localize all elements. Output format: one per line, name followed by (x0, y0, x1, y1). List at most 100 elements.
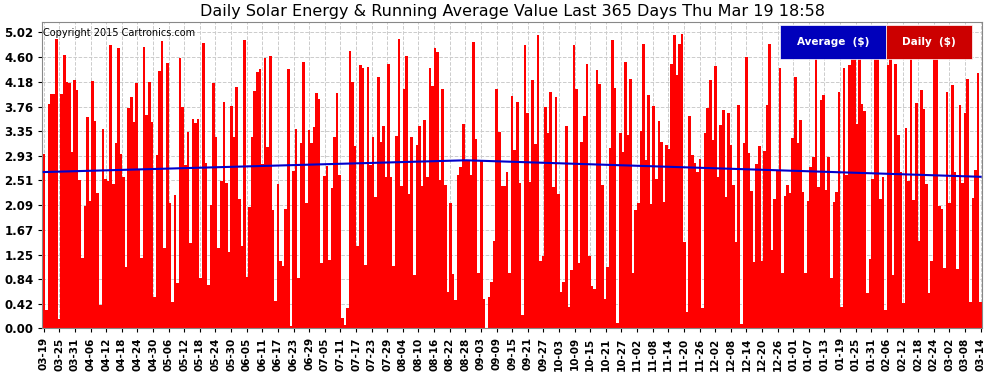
Bar (817, 187, 820, 328)
Bar (850, 42, 853, 328)
Bar (287, 69, 289, 328)
Bar (205, 163, 207, 328)
Bar (923, 109, 926, 328)
Bar (48, 104, 50, 328)
Text: Average  ($): Average ($) (797, 37, 869, 46)
Bar (733, 185, 735, 328)
Bar (815, 44, 817, 328)
Bar (884, 310, 887, 328)
Bar (665, 145, 668, 328)
Bar (614, 88, 617, 328)
Bar (789, 193, 791, 328)
Bar (508, 273, 511, 328)
Bar (969, 303, 971, 328)
Bar (411, 137, 413, 328)
Bar (353, 146, 356, 328)
Bar (979, 302, 982, 328)
Bar (958, 105, 961, 328)
Bar (971, 198, 974, 328)
Bar (591, 286, 593, 328)
Bar (210, 205, 212, 328)
Bar (382, 126, 385, 328)
Bar (279, 261, 282, 328)
Bar (374, 197, 377, 328)
Bar (915, 104, 918, 328)
Bar (241, 246, 244, 328)
Bar (102, 129, 104, 328)
Bar (714, 66, 717, 328)
Bar (94, 122, 96, 328)
Bar (372, 137, 374, 328)
Bar (768, 44, 771, 328)
Bar (120, 154, 122, 328)
Bar (807, 201, 810, 328)
Bar (866, 292, 868, 328)
Bar (585, 64, 588, 328)
Bar (902, 303, 905, 328)
Bar (681, 34, 683, 328)
Bar (308, 130, 310, 328)
Bar (810, 167, 812, 328)
Bar (879, 199, 881, 328)
Bar (964, 113, 966, 328)
Bar (588, 256, 591, 328)
Bar (836, 192, 838, 328)
Bar (282, 266, 284, 328)
Bar (163, 248, 166, 328)
Bar (928, 293, 931, 328)
Bar (405, 56, 408, 328)
Text: Daily  ($): Daily ($) (903, 37, 956, 46)
Bar (820, 100, 823, 328)
Bar (313, 127, 315, 328)
Bar (326, 166, 328, 328)
Bar (776, 170, 778, 328)
Bar (431, 86, 434, 328)
Bar (141, 258, 143, 328)
Bar (842, 68, 845, 328)
Bar (477, 273, 480, 328)
Bar (207, 285, 210, 328)
Bar (45, 310, 48, 328)
Bar (258, 69, 261, 328)
Bar (269, 56, 271, 328)
Bar (377, 77, 379, 328)
Bar (624, 62, 627, 328)
Bar (637, 203, 640, 328)
Bar (385, 177, 387, 328)
Bar (426, 177, 429, 328)
Bar (400, 186, 403, 328)
Bar (346, 308, 348, 328)
Bar (861, 104, 863, 328)
Bar (825, 190, 828, 328)
Bar (449, 203, 451, 328)
Bar (760, 261, 763, 328)
Bar (549, 92, 552, 328)
Bar (527, 113, 529, 328)
Bar (974, 170, 977, 328)
Bar (253, 91, 256, 328)
Bar (740, 324, 742, 328)
Bar (344, 325, 346, 328)
Bar (364, 266, 366, 328)
Bar (160, 41, 163, 328)
Bar (735, 242, 738, 328)
Bar (781, 273, 784, 328)
Bar (643, 44, 644, 328)
Bar (897, 135, 900, 328)
Bar (86, 117, 89, 328)
Bar (644, 160, 647, 328)
Bar (727, 113, 730, 328)
Bar (572, 45, 575, 328)
Bar (907, 181, 910, 328)
Bar (804, 273, 807, 328)
Bar (632, 273, 635, 328)
Bar (498, 132, 501, 328)
Bar (271, 210, 274, 328)
Bar (456, 175, 459, 328)
Bar (686, 312, 688, 328)
Text: Copyright 2015 Cartronics.com: Copyright 2015 Cartronics.com (44, 28, 195, 38)
Bar (920, 90, 923, 328)
Bar (158, 71, 160, 328)
Bar (567, 307, 570, 328)
Bar (109, 45, 112, 328)
